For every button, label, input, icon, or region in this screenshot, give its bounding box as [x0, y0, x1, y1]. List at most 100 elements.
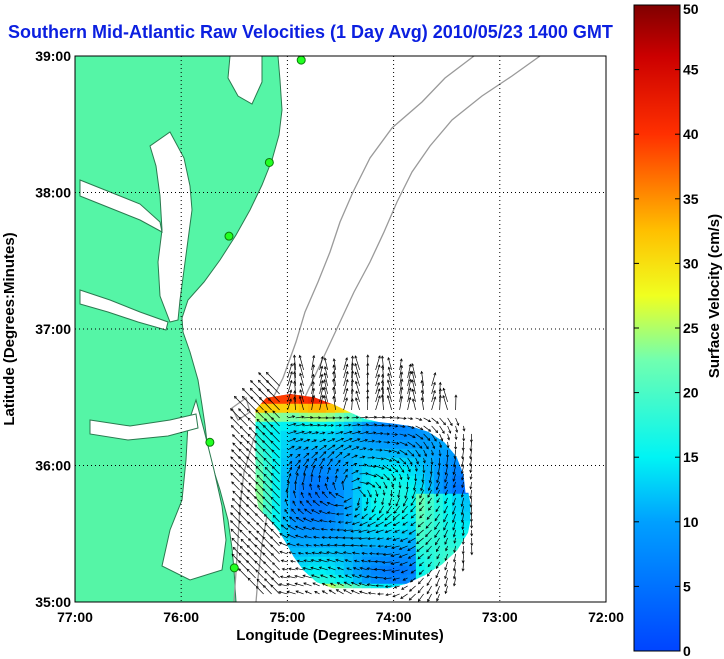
velocity-arrow	[334, 544, 344, 547]
velocity-arrowhead	[387, 372, 391, 376]
velocity-arrowhead	[271, 417, 275, 421]
velocity-arrowhead	[321, 535, 325, 539]
velocity-arrow	[386, 505, 392, 514]
velocity-arrowhead	[366, 395, 370, 399]
velocity-arrow	[254, 440, 264, 451]
velocity-arrowhead	[332, 444, 336, 448]
velocity-cell	[298, 511, 309, 522]
velocity-arrow	[420, 481, 424, 491]
velocity-arrow	[262, 544, 272, 555]
velocity-arrowhead	[328, 491, 332, 495]
velocity-arrowhead	[392, 577, 396, 581]
velocity-arrow	[303, 439, 310, 443]
velocity-arrowhead	[359, 523, 363, 527]
velocity-arrowhead	[256, 530, 260, 534]
velocity-arrowhead	[230, 512, 234, 516]
velocity-arrow	[383, 417, 393, 419]
velocity-arrowhead	[381, 373, 385, 377]
velocity-arrow	[230, 520, 240, 531]
velocity-arrowhead	[436, 493, 439, 497]
velocity-arrow	[351, 544, 360, 547]
velocity-arrow	[337, 582, 344, 587]
velocity-cell	[280, 484, 291, 495]
velocity-arrow	[443, 388, 448, 403]
velocity-arrow	[452, 505, 456, 515]
velocity-arrowhead	[355, 397, 358, 401]
land-mass	[75, 56, 283, 602]
velocity-cell	[379, 574, 390, 585]
velocity-arrow	[361, 552, 368, 555]
velocity-arrow	[303, 582, 312, 587]
velocity-arrow	[453, 481, 456, 488]
velocity-arrowhead	[266, 388, 270, 392]
velocity-arrowhead	[279, 533, 283, 536]
velocity-arrowhead	[323, 438, 327, 442]
velocity-cell	[442, 511, 453, 522]
velocity-arrow	[320, 574, 328, 579]
x-tick-label: 75:00	[269, 609, 305, 625]
velocity-arrow	[369, 513, 376, 520]
velocity-arrowhead	[262, 440, 266, 444]
velocity-cell	[433, 511, 444, 522]
velocity-arrow	[419, 505, 424, 512]
velocity-arrow	[335, 475, 337, 482]
velocity-cell	[415, 448, 426, 459]
velocity-arrowhead	[396, 460, 400, 464]
velocity-arrowhead	[231, 498, 235, 502]
velocity-arrowhead	[393, 523, 397, 527]
velocity-arrow	[409, 585, 416, 592]
velocity-arrowhead	[391, 484, 395, 488]
velocity-cell	[343, 475, 354, 486]
velocity-cell	[271, 475, 282, 486]
velocity-arrow	[407, 364, 411, 379]
velocity-arrow	[297, 560, 304, 563]
velocity-arrowhead	[420, 488, 424, 492]
velocity-arrowhead	[247, 521, 251, 525]
velocity-arrowhead	[332, 386, 336, 390]
velocity-arrow	[344, 505, 352, 510]
velocity-arrow	[444, 473, 448, 483]
velocity-arrowhead	[230, 408, 234, 412]
velocity-arrow	[319, 366, 323, 379]
velocity-cell	[370, 430, 381, 441]
velocity-arrowhead	[394, 529, 398, 533]
velocity-arrow	[327, 544, 336, 547]
velocity-arrow	[324, 366, 328, 379]
velocity-cell	[352, 538, 363, 549]
velocity-arrow	[462, 441, 464, 451]
velocity-cell	[433, 556, 444, 567]
velocity-arrow	[312, 500, 320, 507]
radar-station-marker	[229, 563, 239, 573]
velocity-arrow	[439, 425, 445, 434]
velocity-cell	[325, 493, 336, 504]
velocity-arrowhead	[366, 381, 370, 385]
velocity-arrowhead	[377, 381, 380, 386]
velocity-arrow	[445, 489, 448, 496]
velocity-arrowhead	[451, 511, 455, 515]
velocity-arrowhead	[388, 502, 392, 507]
velocity-cell	[442, 538, 453, 549]
velocity-cell	[316, 574, 327, 585]
velocity-arrow	[453, 577, 456, 586]
velocity-arrow	[352, 521, 360, 525]
velocity-arrowhead	[303, 535, 307, 539]
velocity-arrow	[311, 355, 315, 371]
velocity-cell	[316, 502, 327, 513]
velocity-cell	[379, 439, 390, 450]
velocity-cell	[334, 484, 345, 495]
velocity-arrowhead	[364, 438, 369, 442]
colorbar-tick-label: 45	[683, 62, 699, 78]
velocity-arrowhead	[358, 536, 362, 540]
velocity-arrow	[407, 387, 411, 403]
velocity-arrowhead	[444, 583, 448, 588]
velocity-arrow	[288, 568, 296, 571]
velocity-arrowhead	[400, 596, 404, 599]
velocity-cell	[379, 457, 390, 468]
velocity-cell	[406, 538, 417, 549]
velocity-arrow	[271, 553, 280, 563]
pamlico-sound	[161, 398, 227, 581]
velocity-arrow	[415, 441, 423, 449]
velocity-arrowhead	[401, 587, 405, 590]
velocity-arrowhead	[345, 461, 349, 465]
velocity-cell	[280, 421, 291, 432]
